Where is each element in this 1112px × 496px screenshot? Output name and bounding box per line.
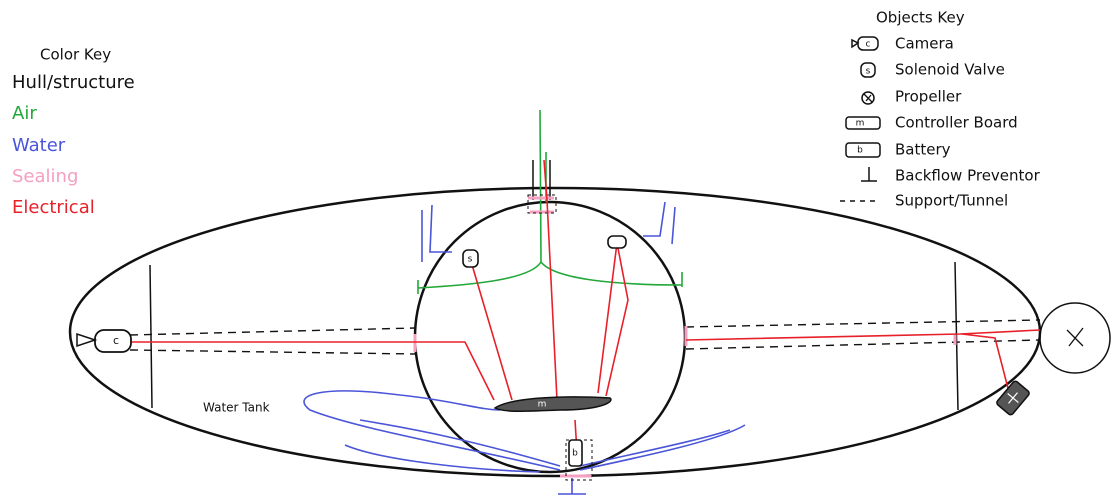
color-key-title: Color Key (40, 46, 111, 64)
objects-key-item: Controller Board (895, 114, 1018, 132)
hull (68, 186, 1042, 478)
seal-box (527, 194, 557, 214)
water-line (421, 201, 676, 262)
inner-hull (413, 200, 687, 474)
solenoid-valve: s (462, 249, 479, 268)
objects-key-item: Solenoid Valve (895, 61, 1005, 79)
glyph: c (866, 40, 871, 50)
mast (532, 160, 551, 200)
glyph: m (856, 119, 865, 129)
glyph: b (572, 449, 578, 459)
rear-camera (996, 380, 1030, 416)
color-key-item: Sealing (12, 166, 78, 187)
camera: c (76, 329, 132, 353)
solenoid-valve (607, 235, 627, 249)
backflow-preventor (558, 478, 586, 495)
key-board-icon: m (845, 116, 881, 130)
glyph: m (538, 400, 547, 410)
glyph: s (866, 67, 871, 77)
color-key-item: Water (12, 135, 66, 156)
electrical-line (132, 159, 1041, 453)
water-tank-label: Water Tank (203, 401, 270, 415)
objects-key-item: Propeller (895, 88, 962, 106)
key-backflow-icon (861, 167, 877, 182)
key-propeller-icon (861, 91, 875, 105)
glyph: b (857, 146, 863, 156)
objects-key-title: Objects Key (876, 9, 965, 27)
air-line (417, 109, 683, 294)
propeller-mark (1066, 327, 1084, 347)
support (129, 319, 1041, 355)
objects-key-item: Support/Tunnel (895, 192, 1008, 210)
seal (413, 196, 957, 478)
key-solenoid-icon: s (860, 62, 876, 78)
propeller (1039, 302, 1111, 374)
color-key-item: Electrical (12, 197, 95, 218)
key-camera-icon: c (851, 36, 879, 51)
color-key-item: Air (12, 103, 37, 124)
glyph: c (113, 334, 119, 347)
color-key-item: Hull/structure (12, 72, 135, 93)
water-tank (303, 390, 746, 473)
objects-key-item: Battery (895, 141, 951, 159)
objects-key-item: Camera (895, 35, 954, 53)
battery: b (568, 439, 583, 467)
glyph: s (468, 255, 473, 265)
controller-board: m (493, 396, 612, 412)
objects-key-item: Backflow Preventor (895, 167, 1041, 185)
key-battery-icon: b (845, 142, 881, 158)
